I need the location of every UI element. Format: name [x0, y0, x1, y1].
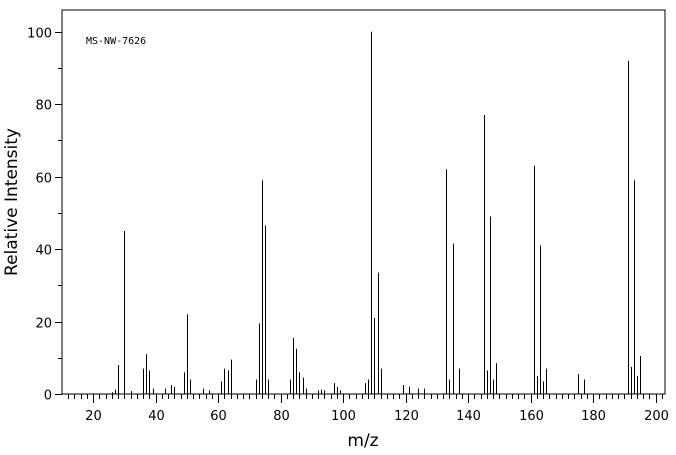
y-tick-label: 40	[35, 244, 52, 259]
spectrum-id-annotation: MS-NW-7626	[86, 36, 146, 47]
y-tick-label: 60	[35, 172, 52, 187]
y-ticks: 0 20 40 60 80 100	[27, 27, 62, 404]
x-tick-label: 120	[394, 409, 419, 424]
bars-group	[112, 31, 641, 394]
x-axis-title: m/z	[347, 431, 378, 451]
plot-frame	[61, 9, 666, 395]
x-tick-label: 80	[273, 409, 290, 424]
x-tick-label: 100	[331, 409, 356, 424]
x-minor-ticks	[68, 394, 663, 399]
x-tick-label: 140	[456, 409, 481, 424]
x-tick-label: 20	[85, 409, 102, 424]
x-tick-label: 200	[644, 409, 669, 424]
x-tick-label: 60	[210, 409, 227, 424]
y-tick-label: 0	[44, 389, 52, 404]
y-tick-label: 100	[27, 27, 52, 42]
y-tick-label: 20	[35, 317, 52, 332]
x-tick-label: 160	[519, 409, 544, 424]
x-tick-label: 180	[581, 409, 606, 424]
x-major-ticks: 20 40 60 80 100 120 140 160 180 200	[85, 394, 669, 424]
x-tick-label: 40	[148, 409, 165, 424]
y-tick-label: 80	[35, 99, 52, 114]
y-axis-title: Relative Intensity	[2, 128, 22, 276]
